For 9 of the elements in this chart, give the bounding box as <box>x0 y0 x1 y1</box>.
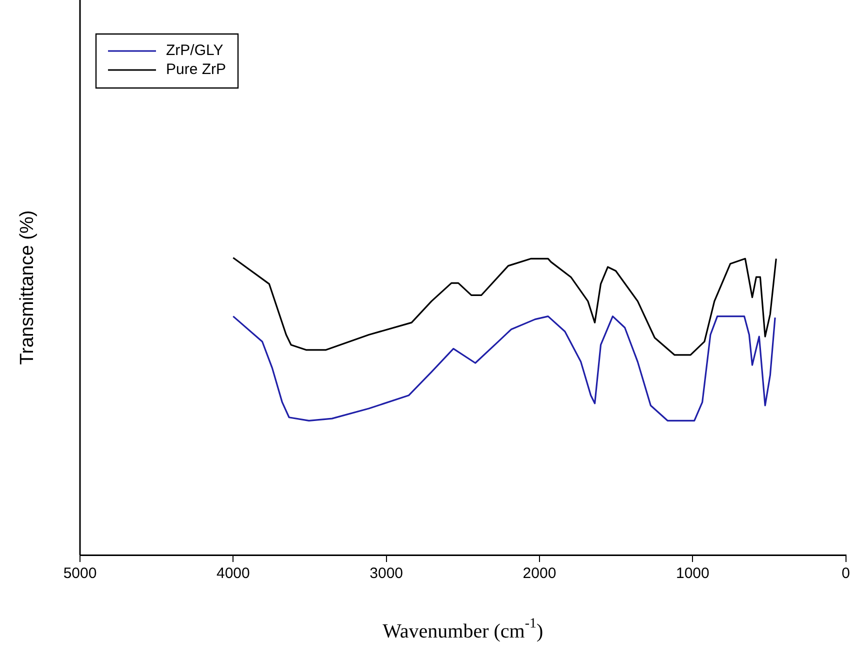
x-tick-label: 1000 <box>676 565 710 582</box>
x-tick-label: 3000 <box>370 565 404 582</box>
x-tick-label: 2000 <box>522 565 556 582</box>
legend-label: Pure ZrP <box>166 61 226 78</box>
legend-label: ZrP/GLY <box>166 42 224 60</box>
x-tick-label: 4000 <box>216 565 250 582</box>
y-axis-title: Transmittance (%) <box>17 210 38 365</box>
x-tick-label: 5000 <box>63 565 97 582</box>
x-tick-label: 0 <box>842 565 850 582</box>
